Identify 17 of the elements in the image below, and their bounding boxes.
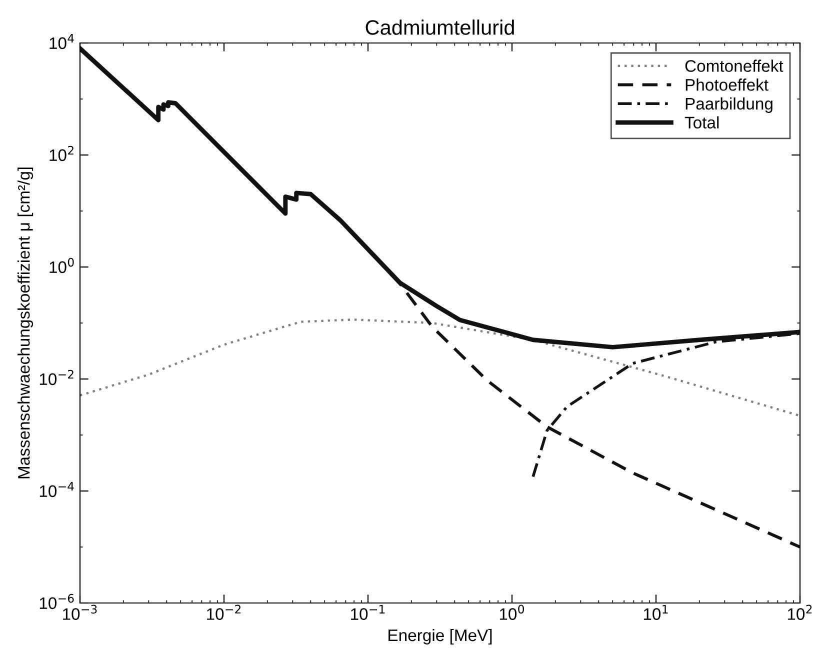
legend-label: Total xyxy=(684,116,719,129)
x-tick-label: 10$^{−1}$ xyxy=(351,604,385,620)
chart-title: Cadmiumtellurid xyxy=(366,20,514,35)
y-tick-label: 10$^{0}$ xyxy=(50,258,74,274)
x-tick-label: 10$^{−2}$ xyxy=(207,604,240,620)
y-tick-label: 10$^{−4}$ xyxy=(40,482,74,498)
x-tick-label: 10$^{0}$ xyxy=(500,604,524,620)
y-axis-title: Massenschwaechungskoeffizient μ [cm²/g] xyxy=(18,168,34,478)
y-tick-label: 10$^{2}$ xyxy=(50,146,74,162)
y-tick-label: 10$^{−2}$ xyxy=(40,370,74,386)
legend-label: Photoeffekt xyxy=(686,78,768,91)
legend-label: Paarbildung xyxy=(686,97,772,113)
x-axis-title: Energie [MeV] xyxy=(388,628,492,644)
legend-label: Comtoneffekt xyxy=(685,60,784,72)
x-tick-label: 10$^{2}$ xyxy=(788,604,812,620)
y-tick-label: 10$^{4}$ xyxy=(50,34,74,50)
x-tick-label: 10$^{1}$ xyxy=(644,604,668,620)
